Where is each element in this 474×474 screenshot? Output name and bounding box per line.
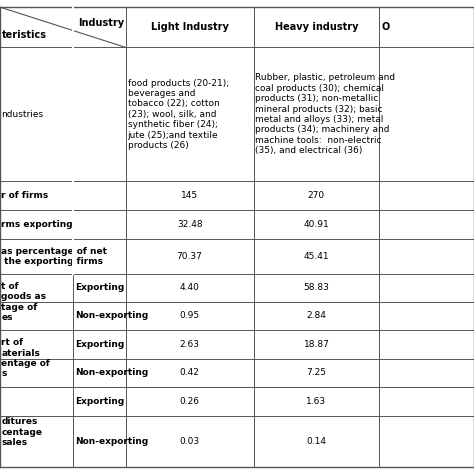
- Text: Exporting: Exporting: [75, 340, 125, 349]
- Text: Non-exporting: Non-exporting: [75, 437, 149, 446]
- Text: r of firms: r of firms: [1, 191, 49, 200]
- Text: ndustries: ndustries: [1, 110, 44, 118]
- Text: 18.87: 18.87: [303, 340, 329, 349]
- Text: O: O: [382, 22, 390, 32]
- Text: 0.95: 0.95: [180, 311, 200, 320]
- Text: Non-exporting: Non-exporting: [75, 368, 149, 377]
- Text: 45.41: 45.41: [303, 252, 329, 261]
- Text: 2.63: 2.63: [180, 340, 200, 349]
- Text: teristics: teristics: [1, 30, 46, 40]
- Text: Exporting: Exporting: [75, 283, 125, 292]
- Text: Industry: Industry: [78, 18, 124, 27]
- Text: as percentage of net
 the exporting firms: as percentage of net the exporting firms: [1, 247, 108, 266]
- Text: 7.25: 7.25: [306, 368, 327, 377]
- Text: Heavy industry: Heavy industry: [274, 22, 358, 32]
- Text: 0.42: 0.42: [180, 368, 200, 377]
- Text: Rubber, plastic, petroleum and
coal products (30); chemical
products (31); non-m: Rubber, plastic, petroleum and coal prod…: [255, 73, 396, 155]
- Text: 145: 145: [181, 191, 198, 200]
- Text: Non-exporting: Non-exporting: [75, 311, 149, 320]
- Text: 1.63: 1.63: [306, 397, 327, 406]
- Text: Exporting: Exporting: [75, 397, 125, 406]
- Text: Light Industry: Light Industry: [151, 22, 228, 32]
- Text: ditures
centage
sales: ditures centage sales: [1, 407, 42, 447]
- Text: 270: 270: [308, 191, 325, 200]
- Text: rt of
aterials
entage of
s: rt of aterials entage of s: [1, 338, 50, 378]
- Text: 0.03: 0.03: [180, 437, 200, 446]
- Text: 32.48: 32.48: [177, 220, 202, 228]
- Text: 70.37: 70.37: [177, 252, 202, 261]
- Text: 0.26: 0.26: [180, 397, 200, 406]
- Text: 0.14: 0.14: [306, 437, 327, 446]
- Text: 58.83: 58.83: [303, 283, 329, 292]
- Text: food products (20-21);
beverages and
tobacco (22); cotton
(23); wool, silk, and
: food products (20-21); beverages and tob…: [128, 79, 228, 150]
- Text: rms exporting: rms exporting: [1, 220, 73, 228]
- Text: t of
goods as
tage of
es: t of goods as tage of es: [1, 282, 46, 322]
- Text: 40.91: 40.91: [303, 220, 329, 228]
- Text: 2.84: 2.84: [307, 311, 326, 320]
- Text: 4.40: 4.40: [180, 283, 200, 292]
